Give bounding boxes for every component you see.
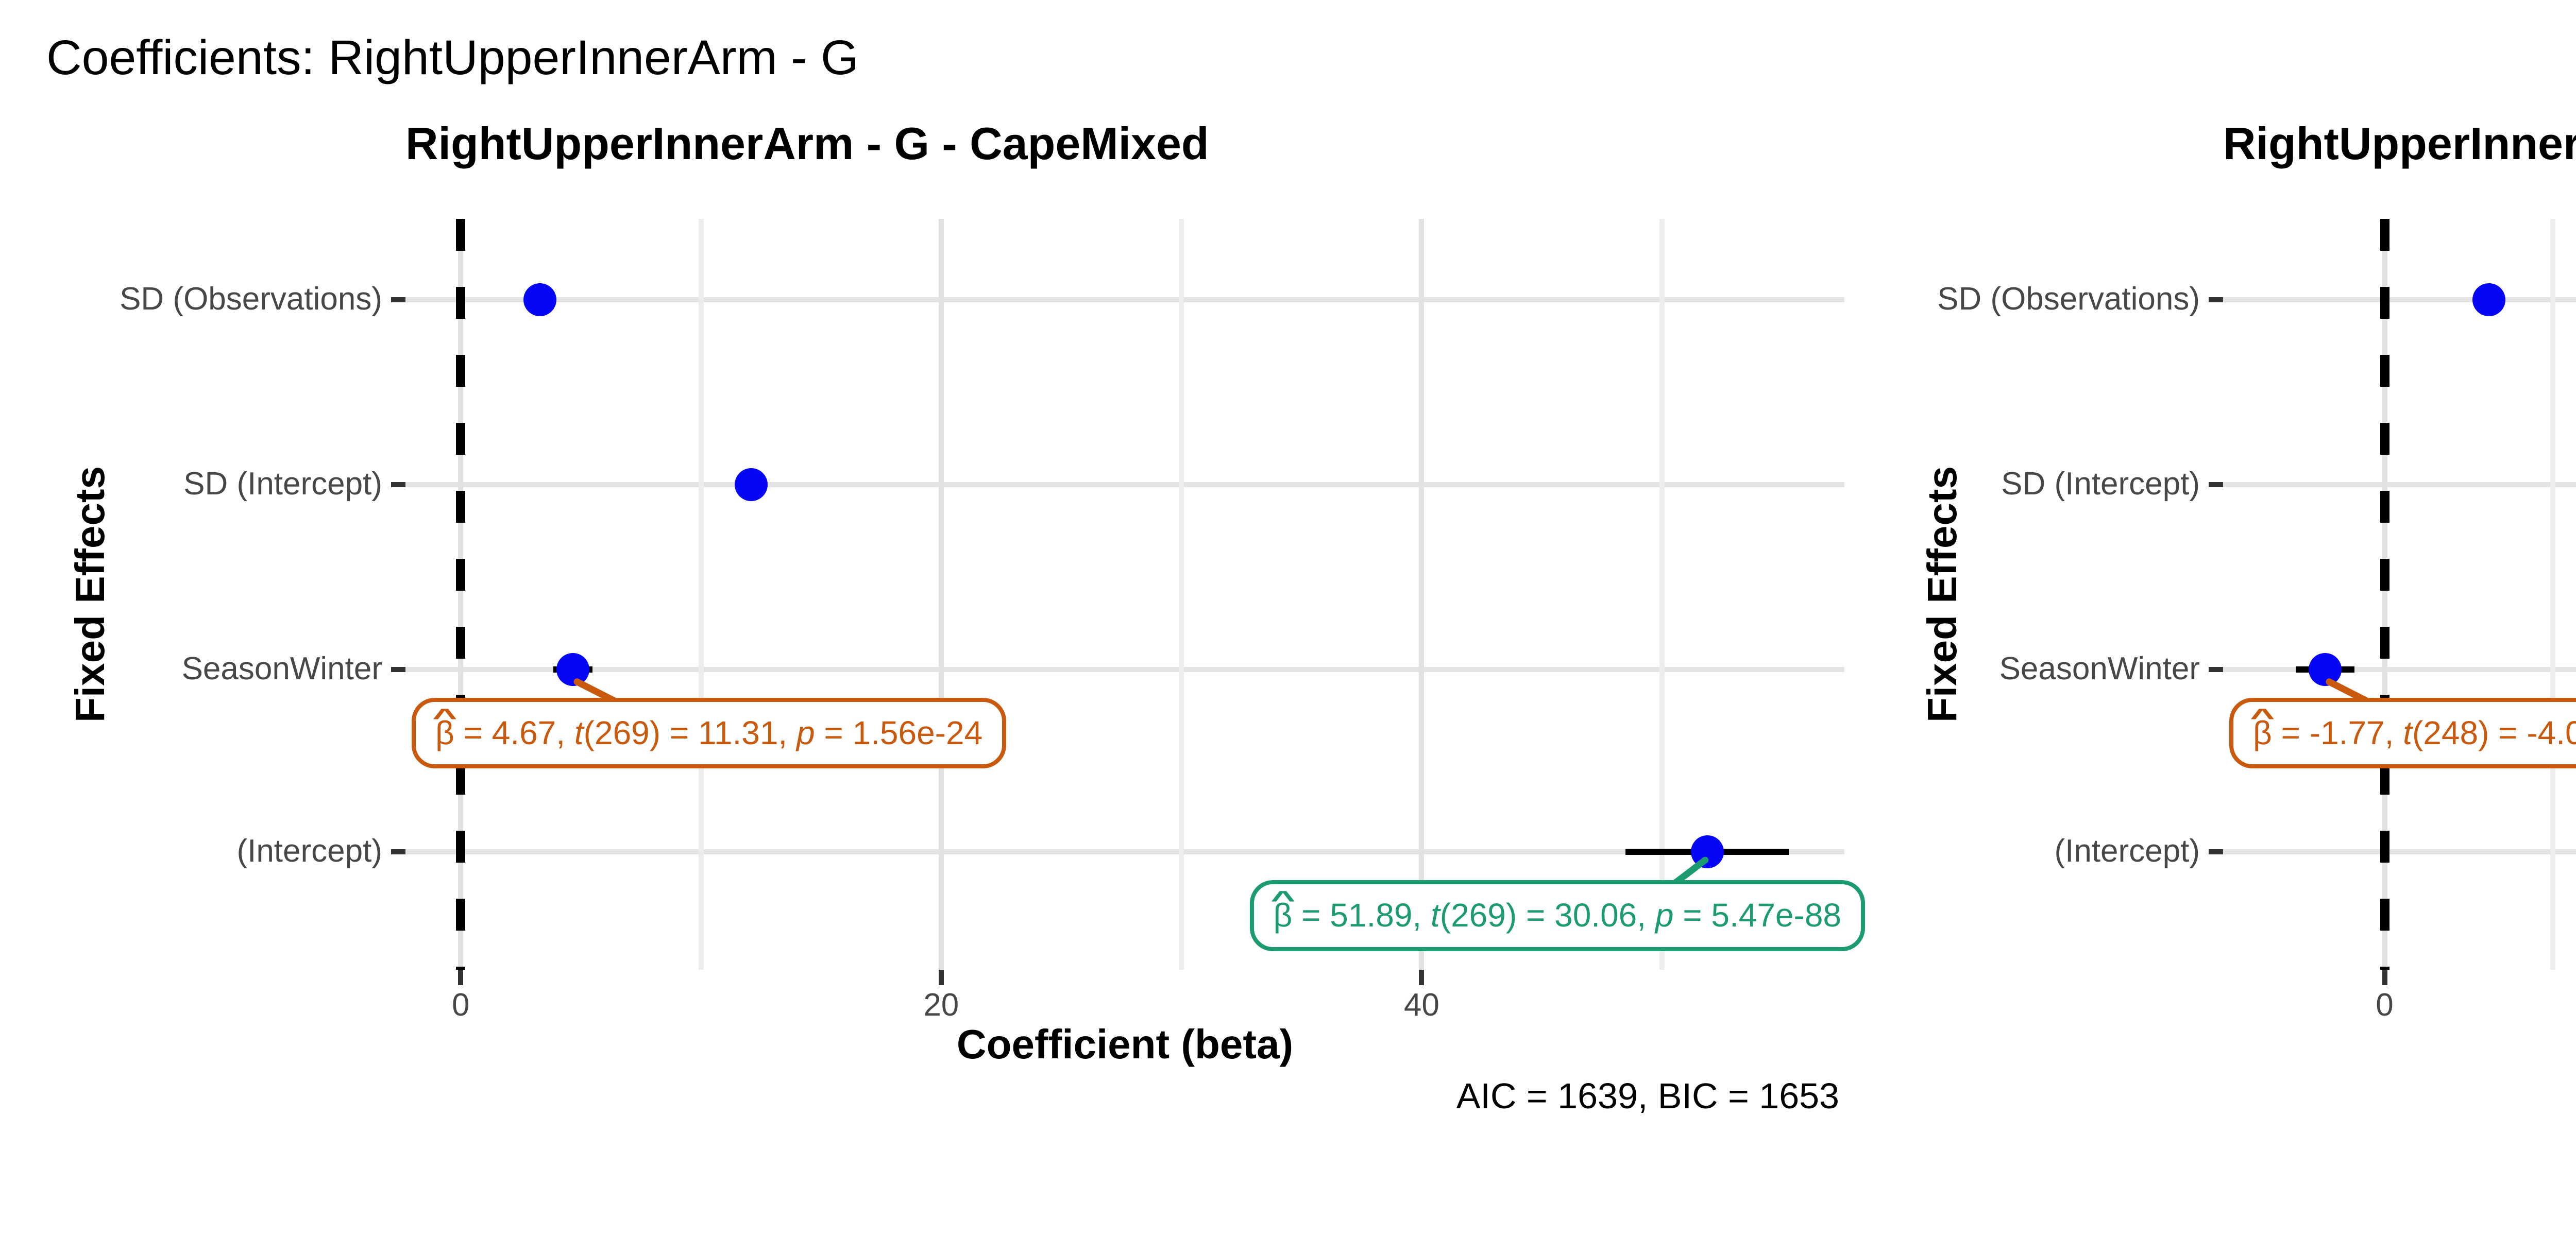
x-tick-label: 0 <box>2376 987 2394 1023</box>
x-tick-label: 20 <box>923 987 959 1023</box>
y-tick-label: SD (Intercept) <box>2001 466 2200 502</box>
gridline-horizontal <box>2223 297 2576 303</box>
gridline-vertical-minor <box>698 219 704 970</box>
stat-label: β^ = -1.77, t(248) = -4.02, p = 7.63e-05 <box>2229 697 2576 769</box>
gridline-vertical-minor <box>1179 219 1184 970</box>
coefficient-point <box>556 653 589 686</box>
gridline-horizontal <box>2223 482 2576 488</box>
x-axis-tick <box>2382 970 2387 985</box>
y-tick-label: SD (Observations) <box>120 281 382 317</box>
x-axis-tick <box>938 970 944 985</box>
figure-title: Coefficients: RightUpperInnerArm - G <box>46 30 859 85</box>
stat-label: β ^ = 51.89, t(269) = 30.06, p = 5.47e-88 <box>1249 880 1865 951</box>
y-axis-tick <box>2209 666 2223 672</box>
y-axis-tick <box>2209 849 2223 855</box>
y-axis-title: Fixed Effects <box>67 466 113 723</box>
gridline-horizontal <box>405 666 1844 672</box>
coefficient-point <box>1690 835 1724 869</box>
x-axis-title: Coefficient (beta) <box>956 1021 1294 1067</box>
x-axis-tick <box>1419 970 1425 985</box>
x-tick-label: 40 <box>1403 987 1439 1023</box>
y-tick-label: (Intercept) <box>2054 833 2200 869</box>
gridline-horizontal <box>405 482 1844 488</box>
y-tick-label: SD (Observations) <box>1937 281 2200 317</box>
coefficient-point <box>2308 653 2342 686</box>
gridline-vertical-major <box>938 219 944 970</box>
y-axis-tick <box>391 849 405 855</box>
y-axis-tick <box>2209 297 2223 303</box>
x-tick-label: 0 <box>451 987 470 1023</box>
gridline-horizontal <box>2223 849 2576 855</box>
caption-aic-bic: AIC = 1639, BIC = 1653 <box>1456 1076 1839 1116</box>
y-axis-tick <box>391 297 405 303</box>
y-tick-label: SeasonWinter <box>181 650 382 686</box>
y-tick-label: SeasonWinter <box>1999 650 2200 686</box>
beta-hat-symbol: β ^ <box>432 703 457 751</box>
coefficient-point <box>523 283 557 317</box>
zero-reference-line <box>2380 219 2389 970</box>
y-tick-label: SD (Intercept) <box>183 466 382 502</box>
gridline-horizontal <box>405 297 1844 303</box>
gridline-horizontal <box>2223 666 2576 672</box>
y-tick-label: (Intercept) <box>236 833 382 869</box>
coefficient-point <box>735 468 768 502</box>
gridline-vertical-minor <box>1659 219 1665 970</box>
gridline-horizontal <box>405 849 1844 855</box>
y-axis-title: Fixed Effects <box>1919 466 1965 723</box>
x-axis-tick <box>458 970 464 985</box>
stat-label: β ^ = 4.67, t(269) = 11.31, p = 1.56e-24 <box>412 697 1007 769</box>
gridline-vertical-major <box>1419 219 1425 970</box>
gridline-vertical-minor <box>2550 219 2556 970</box>
panel-title: RightUpperInnerArm - G - Xhosa <box>2223 118 2576 169</box>
y-axis-tick <box>391 482 405 488</box>
y-axis-tick <box>391 666 405 672</box>
coefficient-point <box>2472 283 2505 317</box>
beta-hat-symbol: β ^ <box>2250 703 2275 751</box>
beta-hat-symbol: β ^ <box>1270 886 1296 934</box>
zero-reference-line <box>456 219 466 970</box>
panel-title: RightUpperInnerArm - G - CapeMixed <box>405 118 1209 169</box>
y-axis-tick <box>2209 482 2223 488</box>
